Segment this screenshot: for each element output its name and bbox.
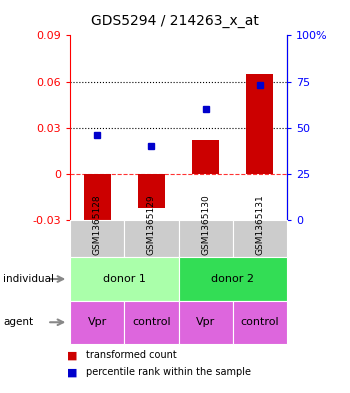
Text: control: control bbox=[240, 317, 279, 327]
Bar bbox=[138, 174, 165, 208]
Text: Vpr: Vpr bbox=[196, 317, 215, 327]
Text: donor 2: donor 2 bbox=[211, 274, 254, 284]
Text: GDS5294 / 214263_x_at: GDS5294 / 214263_x_at bbox=[91, 14, 259, 28]
Text: ■: ■ bbox=[66, 367, 77, 377]
Text: GSM1365131: GSM1365131 bbox=[256, 195, 264, 255]
Text: transformed count: transformed count bbox=[86, 351, 176, 360]
Text: GSM1365128: GSM1365128 bbox=[93, 195, 101, 255]
Text: GSM1365130: GSM1365130 bbox=[201, 195, 210, 255]
Bar bbox=[84, 174, 111, 225]
Text: GSM1365129: GSM1365129 bbox=[147, 195, 156, 255]
Text: ■: ■ bbox=[66, 351, 77, 360]
Text: control: control bbox=[132, 317, 171, 327]
Bar bbox=[192, 140, 219, 174]
Text: donor 1: donor 1 bbox=[103, 274, 146, 284]
Text: agent: agent bbox=[4, 317, 34, 327]
Text: percentile rank within the sample: percentile rank within the sample bbox=[86, 367, 251, 377]
Text: Vpr: Vpr bbox=[88, 317, 107, 327]
Text: individual: individual bbox=[4, 274, 55, 284]
Bar bbox=[246, 74, 273, 174]
